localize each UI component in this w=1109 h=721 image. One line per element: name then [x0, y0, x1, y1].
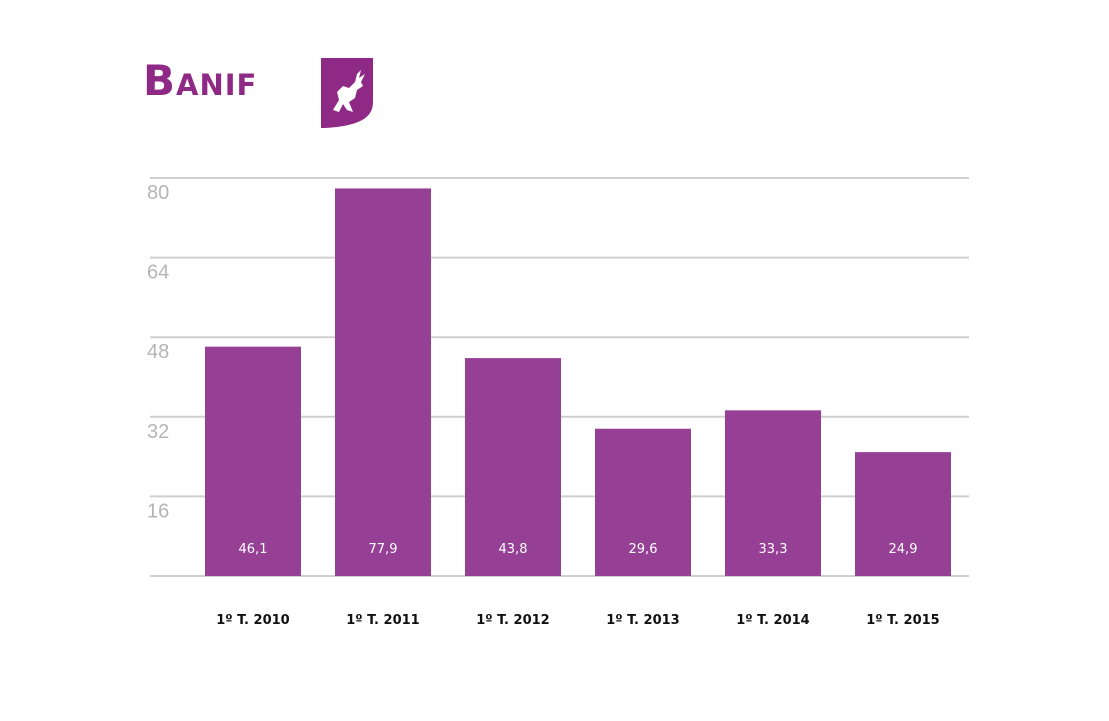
bar: [595, 428, 691, 576]
banif-logo: Banif: [143, 56, 379, 132]
deer-shield-icon: [321, 58, 373, 128]
bar-value-label: 33,3: [759, 542, 788, 557]
x-category-label: 1º T. 2013: [606, 613, 679, 628]
bar-value-label: 46,1: [239, 542, 268, 557]
bar: [465, 358, 561, 576]
y-tick-label: 48: [147, 341, 169, 363]
bar-value-label: 29,6: [629, 542, 658, 557]
y-tick-label: 64: [147, 262, 169, 284]
y-tick-label: 16: [147, 500, 169, 522]
y-tick-label: 32: [147, 421, 169, 443]
x-category-label: 1º T. 2015: [866, 613, 939, 628]
bar: [725, 410, 821, 576]
y-axis-ticks: 16 32 48 64 80: [147, 182, 169, 522]
bar-value-label: 43,8: [499, 542, 528, 557]
x-category-label: 1º T. 2012: [476, 613, 549, 628]
logo-text: Banif: [143, 56, 258, 105]
y-tick-label: 80: [147, 182, 169, 204]
x-axis-labels: 1º T. 2010 1º T. 2011 1º T. 2012 1º T. 2013…: [216, 613, 939, 628]
value-labels: 46,1 77,9 43,8 29,6 33,3 24,9: [239, 542, 918, 557]
x-category-label: 1º T. 2010: [216, 613, 289, 628]
bar: [205, 346, 301, 576]
bar-value-label: 77,9: [369, 542, 398, 557]
bar: [855, 452, 951, 576]
bars: [205, 188, 951, 576]
x-category-label: 1º T. 2011: [346, 613, 419, 628]
x-category-label: 1º T. 2014: [736, 613, 809, 628]
bar-value-label: 24,9: [889, 542, 918, 557]
bar: [335, 188, 431, 576]
